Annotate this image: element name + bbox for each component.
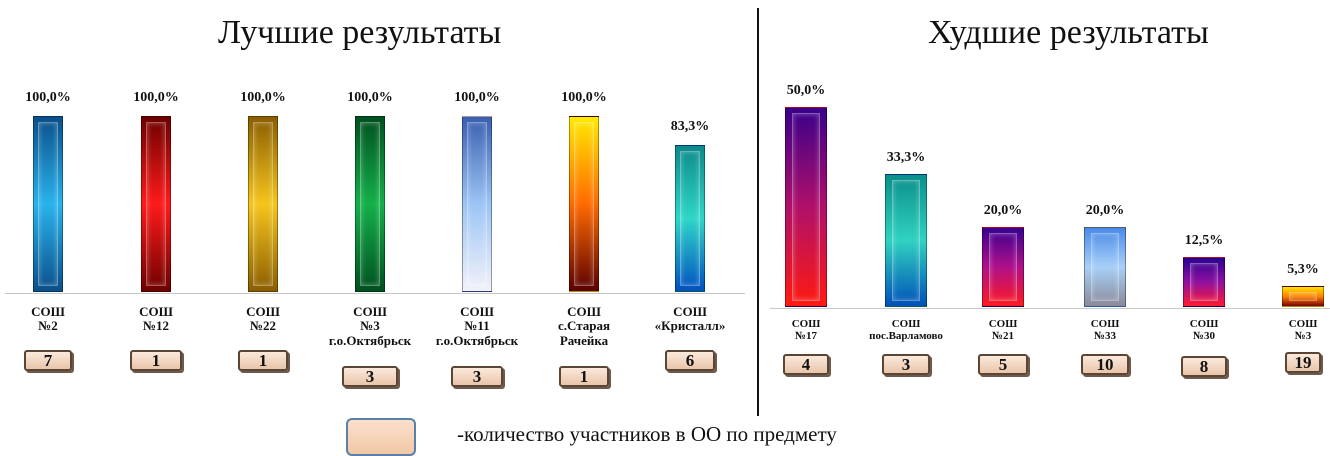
best-bar-6 — [569, 116, 599, 292]
best-value-label-6: 100,0% — [561, 90, 607, 105]
worst-participants-badge-3: 5 — [978, 354, 1028, 375]
worst-bar-1 — [785, 107, 827, 307]
best-baseline — [5, 293, 745, 294]
worst-category-label-4: СОШ №33 — [1090, 318, 1120, 343]
worst-value-label-4: 20,0% — [1085, 203, 1125, 218]
best-participants-badge-1: 7 — [24, 350, 72, 371]
best-bar-1 — [33, 116, 63, 292]
worst-results-title: Худшие результаты — [928, 14, 1209, 51]
best-category-label-7: СОШ «Кристалл» — [654, 304, 726, 334]
best-category-label-2: СОШ №12 — [139, 304, 173, 334]
worst-value-label-3: 20,0% — [983, 203, 1023, 218]
best-bar-4 — [355, 116, 385, 292]
best-participants-badge-3: 1 — [238, 350, 288, 371]
best-participants-badge-4: 3 — [342, 366, 398, 387]
worst-category-label-3: СОШ №21 — [988, 318, 1018, 343]
best-participants-badge-7: 6 — [665, 350, 715, 371]
worst-value-label-2: 33,3% — [886, 149, 926, 165]
best-category-label-5: СОШ №11 г.о.Октябрьск — [435, 304, 519, 348]
legend-swatch — [346, 418, 416, 456]
worst-bar-6 — [1282, 285, 1324, 307]
worst-category-label-6: СОШ №3 — [1288, 318, 1318, 343]
best-participants-badge-5: 3 — [451, 366, 503, 387]
worst-participants-badge-5: 8 — [1181, 356, 1227, 377]
worst-baseline — [770, 308, 1330, 309]
best-category-label-1: СОШ №2 — [31, 304, 65, 334]
best-bar-3 — [248, 116, 278, 292]
worst-value-label-6: 5,3% — [1287, 261, 1319, 277]
worst-bar-5 — [1183, 257, 1225, 307]
worst-bar-3 — [982, 227, 1024, 307]
worst-participants-badge-2: 3 — [882, 354, 930, 375]
best-value-label-2: 100,0% — [133, 90, 179, 105]
worst-value-label-5: 12,5% — [1184, 233, 1224, 248]
worst-category-label-2: СОШ пос.Варламово — [869, 318, 943, 343]
best-bar-2 — [141, 116, 171, 292]
best-value-label-3: 100,0% — [240, 90, 286, 105]
worst-value-label-1: 50,0% — [786, 83, 826, 98]
legend-text: -количество участников в ОО по предмету — [457, 422, 837, 446]
best-participants-badge-6: 1 — [559, 366, 609, 387]
worst-participants-badge-6: 19 — [1285, 352, 1321, 373]
best-category-label-3: СОШ №22 — [246, 304, 280, 334]
best-category-label-6: СОШ с.Старая Рачейка — [557, 304, 611, 348]
best-value-label-1: 100,0% — [25, 90, 71, 105]
best-results-title: Лучшие результаты — [218, 14, 502, 51]
worst-category-label-1: СОШ №17 — [791, 318, 821, 343]
best-value-label-4: 100,0% — [347, 90, 393, 105]
best-value-label-5: 100,0% — [454, 90, 500, 105]
best-bar-5 — [462, 116, 492, 292]
best-category-label-4: СОШ №3 г.о.Октябрьск — [328, 304, 412, 348]
best-value-label-7: 83,3% — [670, 119, 710, 135]
worst-participants-badge-1: 4 — [783, 354, 829, 375]
worst-category-label-5: СОШ №30 — [1189, 318, 1219, 343]
worst-bar-2 — [885, 173, 927, 307]
best-bar-7 — [675, 145, 705, 292]
worst-participants-badge-4: 10 — [1081, 354, 1129, 375]
chart-divider — [757, 8, 759, 416]
best-participants-badge-2: 1 — [130, 350, 182, 371]
worst-bar-4 — [1084, 227, 1126, 307]
